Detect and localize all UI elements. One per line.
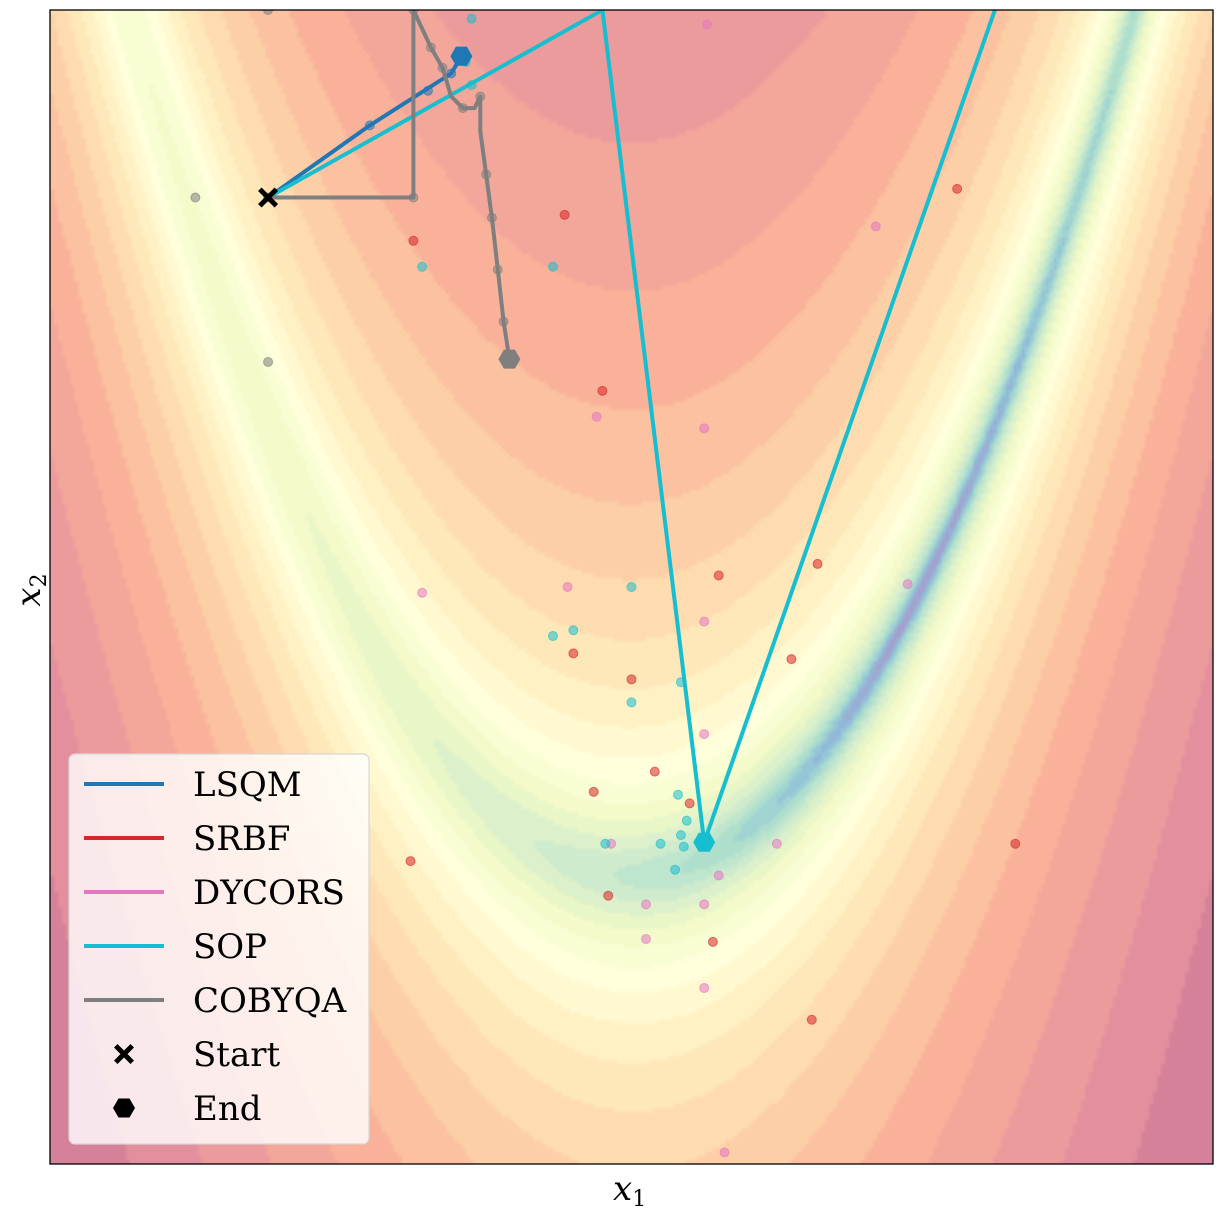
start-end-markers: [258, 46, 716, 852]
dycors-sample-point: [699, 983, 710, 994]
srbf-sample-point: [649, 766, 660, 777]
dycors-sample-point: [699, 423, 710, 434]
sop-sample-point: [655, 838, 666, 849]
legend-label-srbf: SRBF: [193, 819, 290, 859]
dycors-sample-point: [562, 582, 573, 592]
srbf-sample-point: [1010, 838, 1021, 849]
dycors-sample-point: [771, 838, 782, 849]
legend-label-dycors: DYCORS: [193, 873, 345, 913]
srbf-sample-point: [568, 648, 579, 659]
dycors-sample-point: [591, 411, 602, 422]
cobyqa-trajectory-line: [266, 10, 512, 362]
legend-entry-cobyqa: COBYQA: [84, 981, 347, 1021]
lsqm-end-marker: [450, 46, 473, 66]
legend-entry-dycors: DYCORS: [84, 873, 345, 913]
srbf-sample-point: [603, 890, 614, 901]
sop-sample-point: [673, 789, 684, 800]
dycors-sample-point: [417, 587, 428, 598]
srbf-sample-point: [588, 786, 599, 797]
sop-end-marker: [693, 832, 716, 852]
legend-label-lsqm: LSQM: [193, 765, 302, 805]
sop-sample-point: [547, 261, 558, 272]
cobyqa-sample-point: [263, 356, 274, 367]
dycors-sample-point: [699, 729, 710, 740]
sop-trajectory-line: [266, 10, 997, 845]
sop-sample-point: [600, 838, 611, 849]
dycors-sample-point: [870, 221, 881, 232]
dycors-sample-point: [719, 1147, 730, 1158]
legend-label-sop: SOP: [193, 927, 267, 967]
legend-entry-srbf: SRBF: [84, 819, 290, 859]
srbf-sample-point: [405, 856, 416, 867]
sop-sample-point: [670, 864, 681, 875]
srbf-sample-point: [713, 570, 724, 581]
srbf-sample-point: [786, 654, 797, 665]
sop-sample-point: [417, 261, 428, 272]
sop-sample-point: [466, 13, 477, 24]
sop-sample-point: [675, 830, 686, 841]
dycors-sample-point: [702, 19, 713, 30]
legend-label-cobyqa: COBYQA: [193, 981, 347, 1021]
sop-sample-point: [547, 631, 558, 642]
srbf-sample-point: [812, 558, 823, 569]
srbf-sample-point: [626, 674, 637, 685]
legend-entry-lsqm: LSQM: [84, 765, 302, 805]
legend-entry-sop: SOP: [84, 927, 267, 967]
legend-box: [68, 753, 370, 1145]
sop-sample-point: [626, 582, 637, 592]
sop-sample-point: [678, 841, 689, 852]
plot-frame: [49, 9, 1214, 1165]
legend-label-end: End: [193, 1089, 261, 1129]
sop-sample-point: [681, 815, 692, 826]
cobyqa-sample-point: [263, 10, 274, 15]
sop-sample-point: [568, 625, 579, 636]
srbf-sample-point: [707, 936, 718, 947]
x-axis-label: x1: [613, 1169, 646, 1212]
dycors-sample-point: [699, 616, 710, 627]
srbf-sample-point: [952, 183, 963, 194]
srbf-sample-point: [597, 385, 608, 396]
y-axis-label: x2: [9, 573, 52, 606]
sop-sample-point: [626, 697, 637, 708]
start-marker: [258, 187, 279, 208]
legend-entry-end: End: [113, 1089, 261, 1129]
legend: LSQM SRBF DYCORS SOP COBYQA Start End: [68, 753, 370, 1145]
dycors-sample-point: [902, 579, 913, 590]
cobyqa-end-marker: [498, 349, 521, 369]
srbf-sample-point: [559, 209, 570, 220]
srbf-sample-point: [806, 1014, 817, 1025]
srbf-sample-point: [408, 235, 419, 246]
legend-start-marker-icon: [114, 1044, 134, 1064]
legend-entry-start: Start: [114, 1035, 280, 1075]
dycors-sample-point: [641, 933, 652, 944]
dycors-sample-point: [641, 899, 652, 910]
legend-end-marker-icon: [113, 1098, 135, 1118]
srbf-sample-point: [684, 798, 695, 809]
dycors-sample-point: [713, 870, 724, 881]
dycors-sample-point: [699, 899, 710, 910]
cobyqa-sample-point: [190, 192, 201, 203]
legend-label-start: Start: [193, 1035, 280, 1075]
